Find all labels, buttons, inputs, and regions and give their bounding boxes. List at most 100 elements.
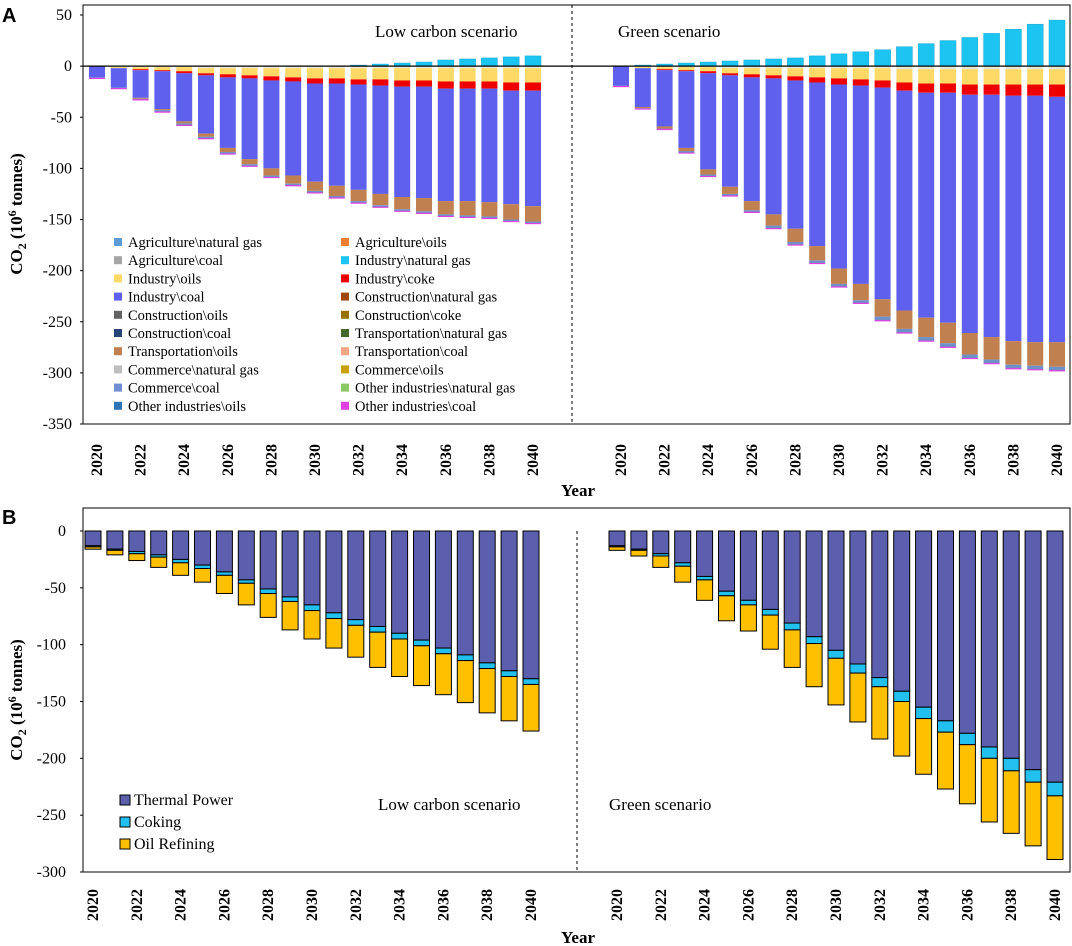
bar-a-transportation-oils: [852, 283, 869, 301]
panel-a-xtick-label: 2034: [394, 444, 411, 476]
bar-a-others: [1027, 365, 1044, 370]
bar-a-transportation-oils: [350, 189, 367, 202]
panel-b-x-ticks: 2020 2022 2024 2026 2028 2030 2032 2034 2036 2038…: [85, 889, 1064, 921]
bar-a-agriculture-coal: [503, 66, 520, 69]
bar-a-others: [787, 241, 804, 246]
bar-b-thermal-power: [674, 530, 692, 564]
bar-a-transportation-oils: [722, 186, 738, 194]
bar-a-agriculture-coal: [874, 66, 891, 69]
bar-a-industry-oils: [722, 68, 738, 74]
bar-b-thermal-power: [522, 530, 540, 680]
bar-a-others: [219, 152, 236, 155]
bar-a-industry-coke: [700, 71, 717, 74]
bar-a-others: [481, 216, 498, 219]
legend-a-swatch: [341, 310, 349, 319]
bar-a-industry-coal: [481, 88, 498, 203]
bar-b-thermal-power: [761, 530, 779, 610]
panel-b-xtick-label: 2032: [348, 889, 365, 921]
panel-a-y-title: CO2 (106 tonnes): [5, 153, 29, 275]
panel-a-ytick-label: 50: [56, 7, 72, 24]
bar-a-agriculture-coal: [1049, 66, 1065, 70]
bar-b-thermal-power: [303, 530, 321, 606]
bar-a-others: [154, 110, 171, 113]
bar-a-agriculture-coal: [437, 66, 454, 69]
bar-a-industry-oils: [918, 69, 935, 84]
panel-a-scenario-low: Low carbon scenario: [375, 22, 518, 41]
bar-b-thermal-power: [1046, 530, 1064, 783]
panel-a-xtick-label: 2036: [962, 444, 979, 476]
legend-a-label: Commerce\coal: [128, 381, 220, 397]
panel-a-xtick-label: 2028: [263, 444, 280, 476]
bar-a-industry-natural-gas: [1005, 29, 1022, 67]
bar-a-industry-coal: [634, 68, 651, 108]
bar-a-industry-oils: [1005, 69, 1022, 85]
bar-a-agriculture-coal: [852, 66, 869, 69]
bar-a-others: [1005, 364, 1022, 369]
bar-a-industry-coke: [437, 81, 454, 89]
bar-a-industry-coal: [328, 83, 345, 186]
panel-b-ytick-label: -250: [37, 807, 66, 824]
bar-b-coking: [871, 677, 889, 688]
bar-a-industry-oils: [437, 68, 454, 82]
bar-b-coking: [674, 562, 692, 567]
bar-a-industry-oils: [852, 68, 869, 80]
bar-a-transportation-oils: [132, 97, 149, 99]
panel-b-y-sub: 2: [15, 729, 29, 735]
bar-b-coking: [281, 596, 299, 602]
bar-a-agriculture-coal: [481, 66, 498, 69]
bar-a-agriculture-coal: [307, 66, 323, 69]
bar-a-industry-natural-gas: [1048, 19, 1066, 67]
panel-a-y-ticks: 50 0 -50 -100 -150 -200 -250 -300 -350: [43, 7, 83, 433]
bar-a-industry-coke: [852, 79, 869, 86]
bar-a-industry-coal: [765, 78, 782, 215]
bar-a-industry-natural-gas: [481, 57, 498, 67]
bar-a-others: [831, 283, 847, 287]
bar-a-industry-oils: [176, 67, 193, 72]
bar-a-transportation-oils: [656, 126, 673, 129]
bar-a-others: [525, 221, 541, 224]
panel-b-y-main: CO: [7, 735, 26, 761]
bar-a-agriculture-coal: [787, 66, 804, 69]
panel-a-xtick-label: 2036: [438, 444, 455, 476]
bar-a-industry-oils: [503, 68, 520, 83]
bar-b-oil-refining: [500, 675, 518, 722]
bar-b-thermal-power: [237, 530, 255, 581]
bar-b-oil-refining: [259, 593, 277, 618]
bar-b-thermal-power: [281, 530, 299, 598]
panel-a-xtick-label: 2022: [133, 444, 150, 476]
bar-b-oil-refining: [739, 604, 757, 632]
legend-a-label: Construction\coke: [355, 308, 461, 324]
bar-a-industry-oils: [743, 68, 760, 75]
bar-a-industry-natural-gas: [808, 55, 826, 67]
bar-a-industry-natural-gas: [830, 53, 848, 67]
bar-a-industry-natural-gas: [874, 49, 891, 67]
bar-a-industry-oils: [481, 68, 498, 82]
panel-a-ytick-label: -200: [43, 263, 72, 280]
bar-b-thermal-power: [150, 530, 168, 556]
bar-a-industry-oils: [263, 68, 280, 77]
bar-a-industry-coal: [219, 77, 236, 148]
bar-a-industry-coke: [328, 78, 345, 84]
bar-a-agriculture-coal: [809, 66, 826, 69]
bar-a-agriculture-coal: [285, 66, 302, 69]
bar-a-industry-coal: [831, 84, 847, 269]
bar-a-transportation-oils: [459, 201, 476, 216]
bar-a-others: [918, 337, 935, 342]
bar-b-thermal-power: [827, 530, 845, 651]
bar-b-coking: [980, 746, 998, 759]
bar-a-transportation-oils: [1027, 342, 1044, 366]
bar-b-thermal-power: [413, 530, 430, 641]
legend-a-swatch: [341, 347, 349, 356]
legend-a-swatch: [341, 329, 349, 337]
panel-a-xtick-label: 2026: [220, 444, 237, 476]
bar-b-coking: [215, 571, 233, 576]
panel-a-xtick-label: 2028: [787, 444, 804, 476]
bar-b-coking: [958, 732, 976, 746]
bar-a-industry-oils: [350, 68, 367, 80]
bar-b-thermal-power: [915, 530, 933, 708]
bar-a-others: [852, 300, 869, 304]
bar-a-transportation-oils: [285, 175, 302, 184]
bar-a-industry-coke: [285, 77, 302, 82]
bar-a-others: [372, 205, 389, 208]
bar-b-thermal-power: [434, 530, 452, 649]
